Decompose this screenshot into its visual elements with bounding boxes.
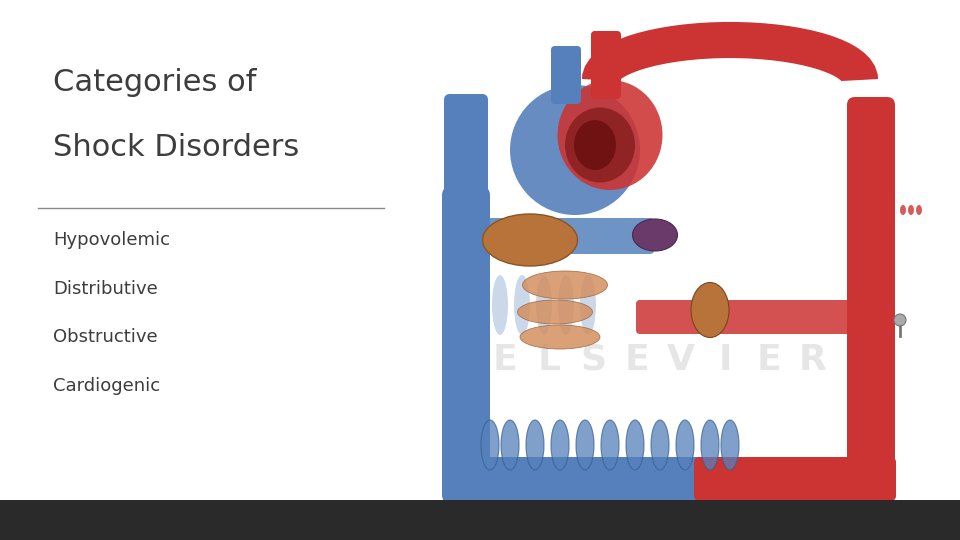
Text: L: L <box>538 343 561 377</box>
Text: Shock Disorders: Shock Disorders <box>53 133 300 162</box>
Ellipse shape <box>492 275 508 335</box>
Ellipse shape <box>558 80 662 190</box>
Ellipse shape <box>721 420 739 470</box>
Ellipse shape <box>522 271 608 299</box>
FancyBboxPatch shape <box>591 31 621 99</box>
Ellipse shape <box>526 420 544 470</box>
Ellipse shape <box>633 219 678 251</box>
FancyBboxPatch shape <box>444 94 488 236</box>
Ellipse shape <box>565 107 635 183</box>
FancyBboxPatch shape <box>847 97 895 503</box>
Ellipse shape <box>676 420 694 470</box>
Text: E: E <box>625 343 649 377</box>
Ellipse shape <box>551 420 569 470</box>
Text: Distributive: Distributive <box>53 280 157 298</box>
Circle shape <box>894 314 906 326</box>
FancyBboxPatch shape <box>851 166 891 264</box>
Ellipse shape <box>574 120 616 170</box>
FancyBboxPatch shape <box>636 300 889 334</box>
Ellipse shape <box>580 275 596 335</box>
Ellipse shape <box>483 214 578 266</box>
Ellipse shape <box>691 282 729 338</box>
Ellipse shape <box>517 300 592 324</box>
FancyBboxPatch shape <box>444 457 896 501</box>
Ellipse shape <box>626 420 644 470</box>
Ellipse shape <box>576 420 594 470</box>
Ellipse shape <box>481 420 499 470</box>
Text: I: I <box>718 343 732 377</box>
FancyBboxPatch shape <box>446 218 654 254</box>
FancyBboxPatch shape <box>551 46 581 104</box>
Text: E: E <box>492 343 517 377</box>
Text: Cardiogenic: Cardiogenic <box>53 377 160 395</box>
Ellipse shape <box>601 420 619 470</box>
Text: R: R <box>799 343 827 377</box>
Ellipse shape <box>900 205 906 215</box>
Text: E: E <box>756 343 781 377</box>
Bar <box>0 500 960 540</box>
Text: © ELSEVIER, INC. – NETTERIMAGES.COM: © ELSEVIER, INC. – NETTERIMAGES.COM <box>612 503 767 512</box>
FancyBboxPatch shape <box>442 187 490 503</box>
Ellipse shape <box>908 205 914 215</box>
Text: S: S <box>580 343 606 377</box>
Ellipse shape <box>558 275 574 335</box>
Text: V: V <box>667 343 695 377</box>
Ellipse shape <box>510 85 640 215</box>
FancyBboxPatch shape <box>694 457 896 501</box>
Ellipse shape <box>536 275 552 335</box>
Ellipse shape <box>520 325 600 349</box>
Text: Categories of: Categories of <box>53 68 256 97</box>
Text: Hypovolemic: Hypovolemic <box>53 231 170 249</box>
Ellipse shape <box>501 420 519 470</box>
Ellipse shape <box>701 420 719 470</box>
Ellipse shape <box>514 275 530 335</box>
Ellipse shape <box>651 420 669 470</box>
Ellipse shape <box>916 205 922 215</box>
Text: Obstructive: Obstructive <box>53 328 157 347</box>
